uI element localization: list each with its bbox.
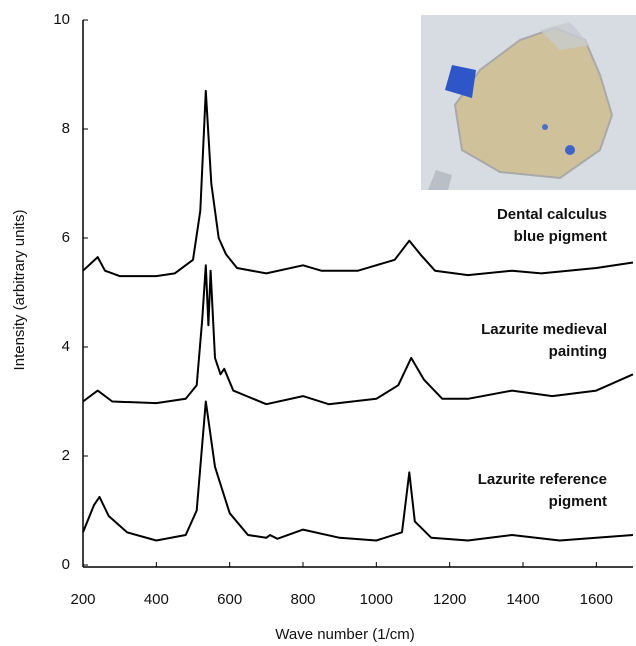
series-label: pigment xyxy=(549,493,607,510)
blue-speck xyxy=(542,124,548,130)
particle-fragment xyxy=(540,22,590,50)
y-tick-label: 2 xyxy=(62,447,70,464)
spectrum-line xyxy=(82,400,634,542)
blue-speck xyxy=(565,145,575,155)
y-tick-label: 4 xyxy=(62,338,70,355)
series-label: Lazurite reference xyxy=(478,471,607,488)
x-tick-label: 1400 xyxy=(506,591,539,608)
y-axis-title: Intensity (arbitrary units) xyxy=(11,210,28,371)
series-label: blue pigment xyxy=(514,228,607,245)
x-tick-label: 400 xyxy=(144,591,169,608)
calculus-particle xyxy=(453,26,614,180)
blue-pigment-grain xyxy=(445,65,476,98)
series-label: painting xyxy=(549,343,607,360)
particle-fragment xyxy=(428,170,452,190)
spectrum-line xyxy=(82,89,634,278)
series-label: Lazurite medieval xyxy=(481,321,607,338)
inset-photo xyxy=(421,15,636,190)
x-tick-label: 800 xyxy=(290,591,315,608)
series-label: Dental calculus xyxy=(497,206,607,223)
x-tick-label: 200 xyxy=(70,591,95,608)
y-tick-label: 8 xyxy=(62,120,70,137)
x-tick-label: 600 xyxy=(217,591,242,608)
y-tick-label: 10 xyxy=(53,11,70,28)
x-tick-label: 1600 xyxy=(580,591,613,608)
x-tick-label: 1200 xyxy=(433,591,466,608)
y-tick-label: 6 xyxy=(62,229,70,246)
x-axis-title: Wave number (1/cm) xyxy=(275,626,414,643)
x-tick-label: 1000 xyxy=(360,591,393,608)
y-tick-label: 0 xyxy=(62,556,70,573)
spectrum-line xyxy=(82,264,634,406)
